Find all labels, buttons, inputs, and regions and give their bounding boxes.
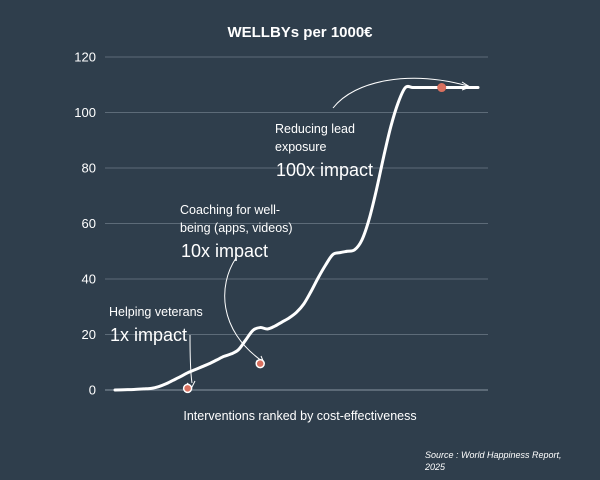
y-tick-label: 40 [82, 272, 96, 287]
y-tick-label: 120 [74, 50, 96, 65]
data-markers [182, 83, 447, 394]
y-tick-label: 20 [82, 327, 96, 342]
annotation-coaching-label-1: Coaching for well- [180, 203, 280, 217]
annotation-coaching-label-2: being (apps, videos) [180, 221, 293, 235]
annotation-lead-label-2: exposure [275, 140, 326, 154]
arrow-veterans [189, 334, 193, 384]
y-tick-label: 60 [82, 216, 96, 231]
grid-lines [105, 56, 488, 391]
y-axis: 0 20 40 60 80 100 120 [74, 50, 96, 398]
annotation-veterans-impact: 1x impact [110, 325, 187, 345]
annotation-veterans-label: Helping veterans [109, 305, 203, 319]
source-line-1: Source : World Happiness Report, [425, 450, 562, 460]
annotation-coaching-impact: 10x impact [181, 241, 268, 261]
chart-title: WELLBYs per 1000€ [227, 24, 373, 41]
y-tick-label: 0 [89, 383, 96, 398]
y-tick-label: 80 [82, 161, 96, 176]
annotation-lead-impact: 100x impact [276, 160, 373, 180]
y-tick-label: 100 [74, 105, 96, 120]
annotation-lead-label-1: Reducing lead [275, 122, 355, 136]
data-marker [182, 383, 193, 394]
x-axis-label: Interventions ranked by cost-effectivene… [183, 409, 416, 423]
arrow-coaching [224, 257, 263, 362]
data-marker [437, 83, 447, 93]
series-line [113, 84, 480, 392]
data-marker [255, 358, 265, 369]
source-line-2: 2025 [424, 462, 446, 472]
arrow-lead [332, 77, 469, 109]
